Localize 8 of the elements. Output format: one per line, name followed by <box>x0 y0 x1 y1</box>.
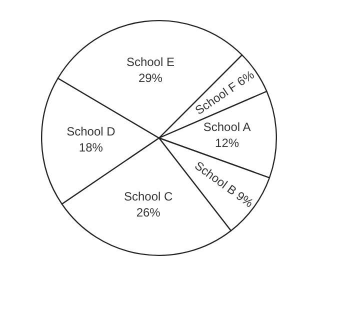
slice-label: School C <box>124 190 174 204</box>
slice-label: School D <box>66 124 116 138</box>
data-label: 12% <box>215 136 240 150</box>
data-label: 26% <box>136 206 161 220</box>
slice-label: School A <box>203 120 251 134</box>
data-label: 29% <box>138 70 163 85</box>
slice-label: School E <box>126 54 174 69</box>
data-label: 18% <box>78 140 104 154</box>
